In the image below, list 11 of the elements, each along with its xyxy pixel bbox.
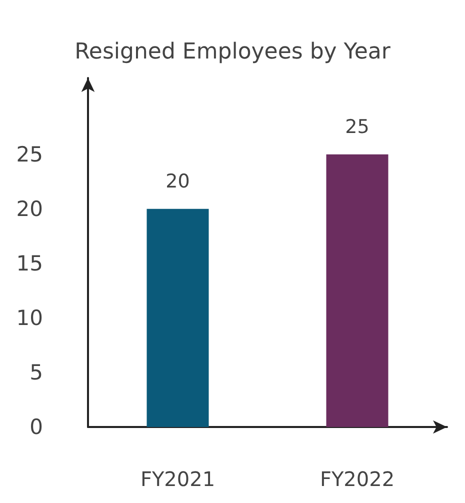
x-tick-label: FY2022 — [320, 467, 395, 491]
data-label: 20 — [166, 170, 190, 192]
y-tick-label: 20 — [16, 196, 43, 221]
data-label: 25 — [345, 116, 370, 138]
chart-title: Resigned Employees by Year — [74, 40, 392, 64]
y-tick-label: 25 — [16, 142, 43, 166]
y-tick-label: 10 — [16, 306, 43, 330]
y-tick-label: 5 — [30, 360, 43, 384]
y-tick-label: 0 — [30, 415, 43, 439]
y-tick-label: 15 — [16, 251, 43, 276]
x-tick-label: FY2021 — [140, 467, 216, 491]
